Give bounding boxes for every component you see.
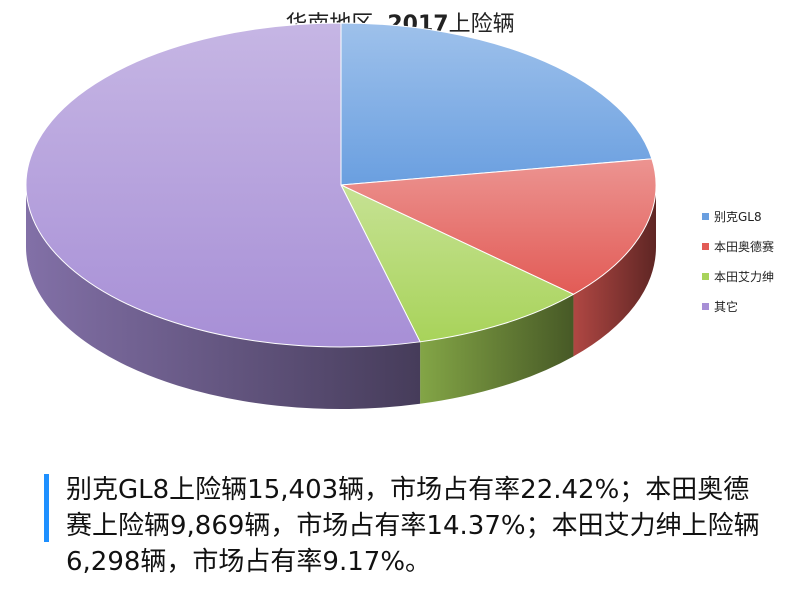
legend-item-honda-odyssey: 本田奥德赛 <box>702 234 774 258</box>
legend-swatch <box>702 242 709 250</box>
pie-chart <box>25 22 657 409</box>
slice-honda-elysion-side <box>420 294 574 404</box>
legend-item-honda-elysion: 本田艾力绅 <box>702 264 774 288</box>
slice-others <box>25 22 421 348</box>
slice-honda-odyssey-side <box>573 185 656 357</box>
legend-item-others: 其它 <box>702 294 774 318</box>
legend-label: 本田奥德赛 <box>714 239 775 254</box>
slice-honda-elysion <box>339 183 575 343</box>
pie-sides <box>26 185 656 409</box>
legend-label: 其它 <box>714 299 739 314</box>
slice-honda-odyssey <box>339 158 657 295</box>
legend-label: 别克GL8 <box>714 209 762 224</box>
caption: 别克GL8上险辆15,403辆，市场占有率22.42%；本田奥德赛上险辆9,86… <box>44 472 764 580</box>
legend-label: 本田艾力绅 <box>714 269 775 284</box>
legend-swatch <box>702 272 709 280</box>
slice-buick-gl8 <box>340 22 653 186</box>
legend-swatch <box>702 212 709 220</box>
legend-swatch <box>702 302 709 310</box>
title-suffix: 上险辆 <box>448 12 515 37</box>
slice-others-side <box>26 185 421 409</box>
caption-accent-bar <box>44 474 49 542</box>
pie-tops <box>25 22 657 348</box>
legend-item-buick-gl8: 别克GL8 <box>702 204 774 228</box>
legend: 别克GL8 本田奥德赛 本田艾力绅 其它 <box>702 204 774 324</box>
caption-text: 别克GL8上险辆15,403辆，市场占有率22.42%；本田奥德赛上险辆9,86… <box>66 475 760 577</box>
